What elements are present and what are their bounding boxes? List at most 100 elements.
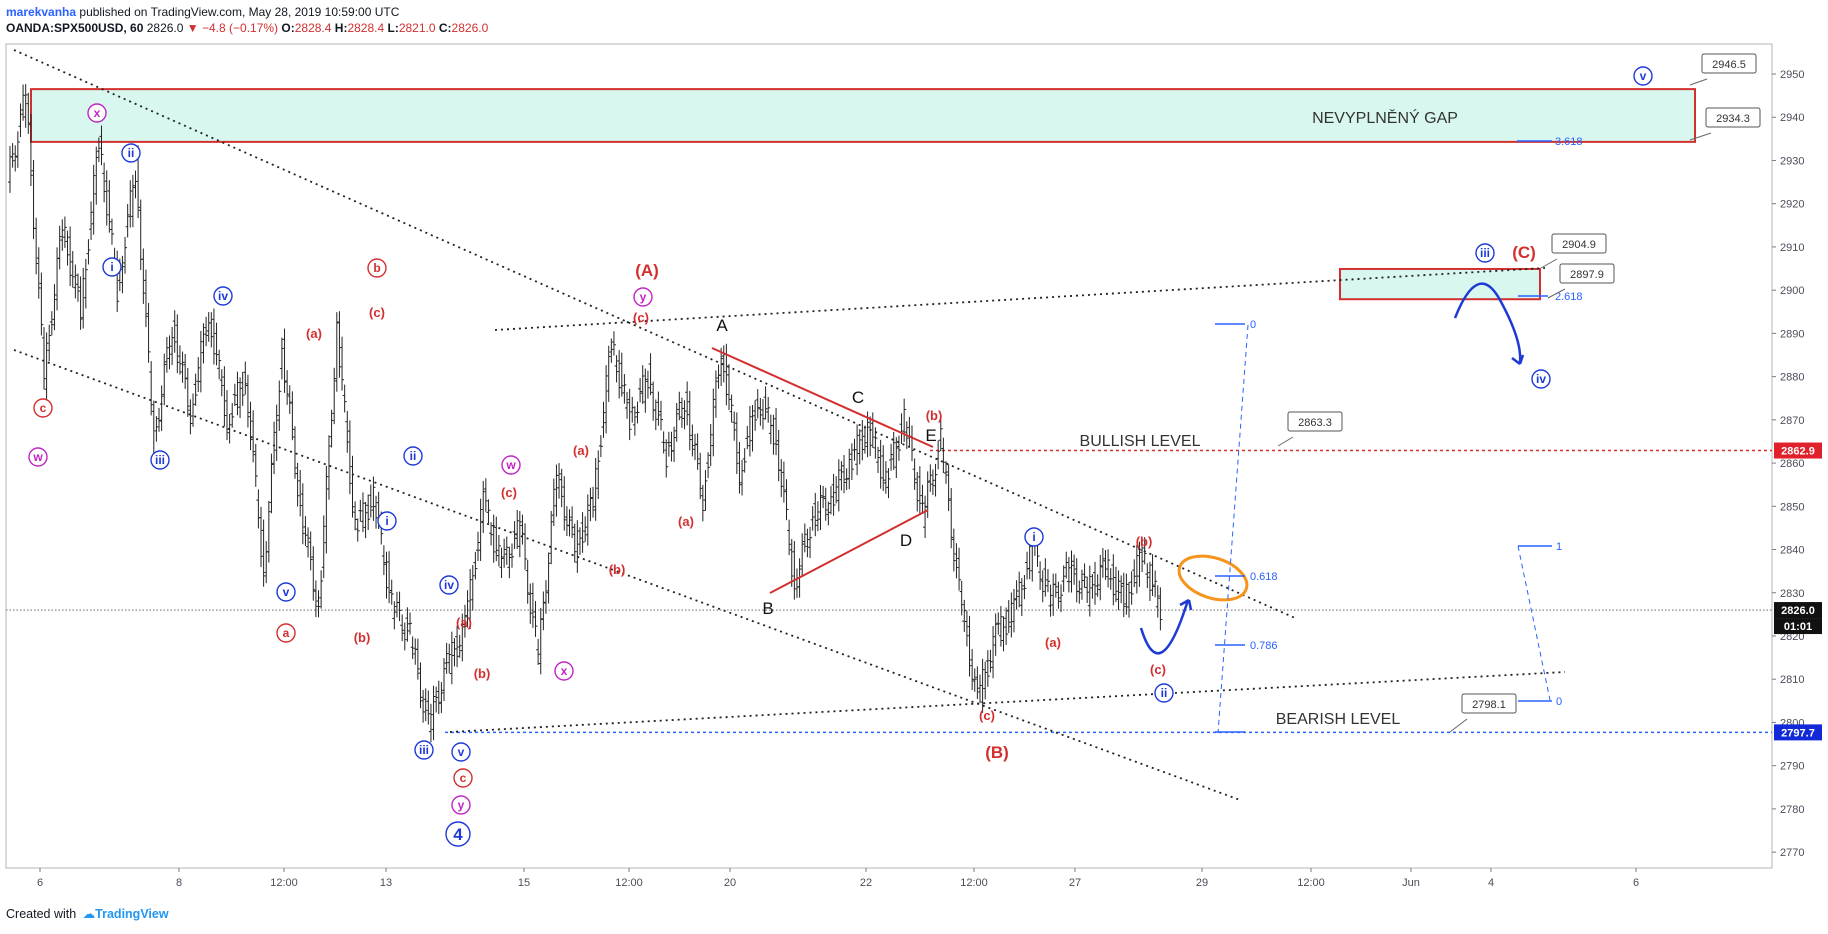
wave-label: y xyxy=(633,287,653,307)
x-tick-label: 12:00 xyxy=(270,877,298,889)
y-tick-label: 2780 xyxy=(1780,804,1804,816)
wave-label-text: (b) xyxy=(609,562,626,577)
tradingview-brand[interactable]: TradingView xyxy=(95,907,169,921)
price-callout-text: 2934.3 xyxy=(1716,113,1750,125)
candles xyxy=(8,84,1163,743)
x-tick-label: 8 xyxy=(176,877,182,889)
wave-label-text: y xyxy=(640,290,647,304)
wave-label: D xyxy=(900,531,912,550)
price-callout-text: 2798.1 xyxy=(1472,699,1506,711)
wave-label-circle xyxy=(1531,369,1551,389)
price-callout-leader xyxy=(1449,718,1468,733)
price-tag: 2797.7 xyxy=(1774,724,1822,741)
last-price: 2826.0 xyxy=(146,21,184,35)
wave-label: B xyxy=(762,599,773,618)
wave-label-circle xyxy=(367,258,387,278)
price-callout-box xyxy=(1287,411,1343,432)
wave-label-circle xyxy=(28,447,48,467)
fib-label: 1 xyxy=(1556,541,1562,553)
wave-label-text: D xyxy=(900,531,912,550)
y-tick-label: 2830 xyxy=(1780,588,1804,600)
fib-label: 0.618 xyxy=(1250,571,1278,583)
wave-label-text: B xyxy=(762,599,773,618)
y-tick-label: 2900 xyxy=(1780,285,1804,297)
wave-label: (c) xyxy=(369,305,385,320)
wave-label: ii xyxy=(121,143,141,163)
wave-label-circle xyxy=(439,575,459,595)
wave-label-circle xyxy=(121,143,141,163)
price-callout: 2863.3 xyxy=(1277,411,1343,447)
upper-trend-line xyxy=(494,267,1546,331)
gap-zone-label: NEVYPLNĚNÝ GAP xyxy=(1312,108,1458,127)
wave-label: a xyxy=(276,623,296,643)
wave-label: w xyxy=(28,447,48,467)
wave-label-circle xyxy=(633,287,653,307)
y-tick-label: 2930 xyxy=(1780,155,1804,167)
wave-label-text: ii xyxy=(128,146,135,160)
price-tag: 2826.0 xyxy=(1774,602,1822,619)
wave-label: A xyxy=(716,316,728,335)
wave-label: ii xyxy=(1154,683,1174,703)
wave-label-text: 4 xyxy=(453,825,463,844)
wave-label: x xyxy=(87,103,107,123)
wave-label-text: a xyxy=(283,626,290,640)
wave-label-circle xyxy=(501,455,521,475)
wave-label: iv xyxy=(1531,369,1551,389)
wave-label-text: iii xyxy=(1480,246,1490,260)
symbol-label[interactable]: OANDA:SPX500USD, 60 xyxy=(6,21,144,35)
wave-label: (b) xyxy=(609,562,626,577)
price-callout: 2897.9 xyxy=(1547,263,1615,299)
wave-label-circle xyxy=(554,661,574,681)
x-tick-label: Jun xyxy=(1402,877,1420,889)
x-tick-label: 20 xyxy=(724,877,736,889)
wave-label: v xyxy=(276,582,296,602)
wave-label-circle xyxy=(102,257,122,277)
wave-label-circle xyxy=(1154,683,1174,703)
price-tag: 01:01 xyxy=(1774,618,1822,635)
x-tick-label: 22 xyxy=(860,877,872,889)
wave-label-text: (b) xyxy=(926,408,943,423)
wave-label-text: (a) xyxy=(573,443,589,458)
fib-label: 0.786 xyxy=(1250,640,1278,652)
wave-label-text: b xyxy=(373,261,380,275)
price-tag-bg xyxy=(1774,602,1822,619)
price-callout-text: 2904.9 xyxy=(1562,239,1596,251)
wave-label-text: c xyxy=(460,771,467,785)
wave-label-circle xyxy=(276,623,296,643)
x-tick-label: 12:00 xyxy=(1297,877,1325,889)
projection-curve-short xyxy=(1139,599,1190,655)
wave-label-circle xyxy=(414,740,434,760)
triangle-lower-line xyxy=(769,509,929,594)
target-zone xyxy=(1339,267,1541,301)
plot-area xyxy=(5,43,1773,869)
wave-label: w xyxy=(501,455,521,475)
price-callout-leader xyxy=(1540,258,1558,269)
channel-lower-line xyxy=(13,349,1241,801)
wave-label: (a) xyxy=(1045,635,1061,650)
open-value: 2828.4 xyxy=(294,21,332,35)
wave-label: iv xyxy=(439,575,459,595)
wave-label: (a) xyxy=(456,615,472,630)
y-tick-label: 2940 xyxy=(1780,112,1804,124)
x-tick-label: 12:00 xyxy=(615,877,643,889)
wave-label-text: v xyxy=(458,745,465,759)
wave-label: (b) xyxy=(926,408,943,423)
close-label: C: xyxy=(438,21,452,35)
author-link[interactable]: marekvanha xyxy=(6,5,77,19)
wave-label: x xyxy=(554,661,574,681)
wave-label-text: C xyxy=(852,388,864,407)
wave-label-text: i xyxy=(1032,530,1035,544)
high-value: 2828.4 xyxy=(347,21,385,35)
wave-label-text: c xyxy=(40,401,47,415)
price-tag: 2862.9 xyxy=(1774,442,1822,459)
wave-label-text: E xyxy=(925,426,936,445)
wave-label-circle xyxy=(150,450,170,470)
wave-label-text: (b) xyxy=(354,630,371,645)
price-callout-text: 2897.9 xyxy=(1570,269,1604,281)
x-tick-label: 4 xyxy=(1488,877,1494,889)
wave-label-circle xyxy=(276,582,296,602)
wave-label: c xyxy=(453,768,473,788)
tradingview-logo[interactable]: ☁TradingView xyxy=(82,907,169,921)
wave-label-text: (c) xyxy=(979,708,995,723)
